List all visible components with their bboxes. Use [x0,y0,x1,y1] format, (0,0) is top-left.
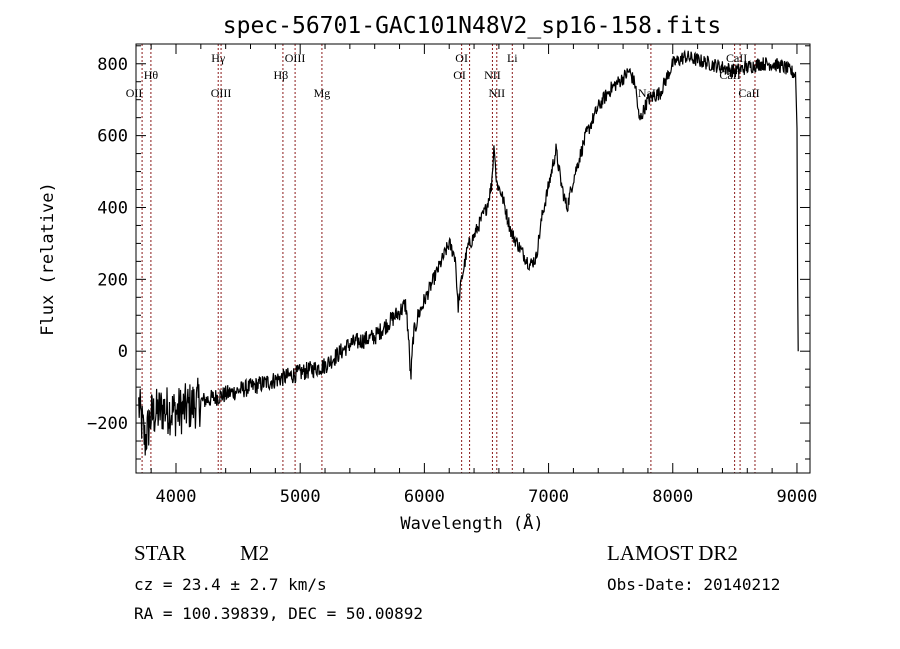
series-group [138,49,799,456]
obs-date: Obs-Date: 20140212 [607,575,780,594]
y-tick-label: 200 [97,270,128,290]
line-marker-label: OII [126,86,143,100]
line-marker-label: NII [488,86,505,100]
axis-ticks: 4000 5000 6000 7000 8000 9000 −200 0 200 400 600 80… [87,44,817,507]
line-marker-label: Hθ [144,68,159,82]
spectrum-line [138,49,799,456]
y-axis-label: Flux (relative) [38,182,58,336]
x-tick-label: 9000 [776,487,817,507]
y-tick-label: −200 [87,414,128,434]
x-tick-label: 5000 [280,487,321,507]
survey-name: LAMOST DR2 [607,541,738,565]
x-axis-label: Wavelength (Å) [400,512,543,534]
coordinates: RA = 100.39839, DEC = 50.00892 [134,604,423,623]
line-marker-label: OI [453,68,466,82]
chart-title: spec-56701-GAC101N48V2_sp16-158.fits [223,13,722,39]
line-marker-label: Hβ [274,68,289,82]
y-tick-label: 800 [97,55,128,75]
line-marker-label: Mg [314,86,331,100]
line-marker-label: OIII [285,51,306,65]
object-class: STAR [134,541,186,565]
line-marker-label: CaII [738,86,759,100]
line-marker-label: Li [507,51,518,65]
line-marker-label: CaII [726,51,747,65]
redshift-cz: cz = 23.4 ± 2.7 km/s [134,575,327,594]
line-marker-label: OI [455,51,468,65]
y-tick-label: 400 [97,198,128,218]
line-marker-label: Hγ [211,51,226,65]
x-tick-label: 8000 [652,487,693,507]
line-marker-label: OIII [211,86,232,100]
object-subclass: M2 [240,541,269,565]
x-tick-label: 6000 [404,487,445,507]
line-marker-label: NII [484,68,501,82]
plot-frame [135,43,811,474]
y-tick-label: 600 [97,127,128,147]
x-tick-label: 7000 [528,487,569,507]
x-tick-label: 4000 [156,487,197,507]
y-tick-label: 0 [118,342,128,362]
